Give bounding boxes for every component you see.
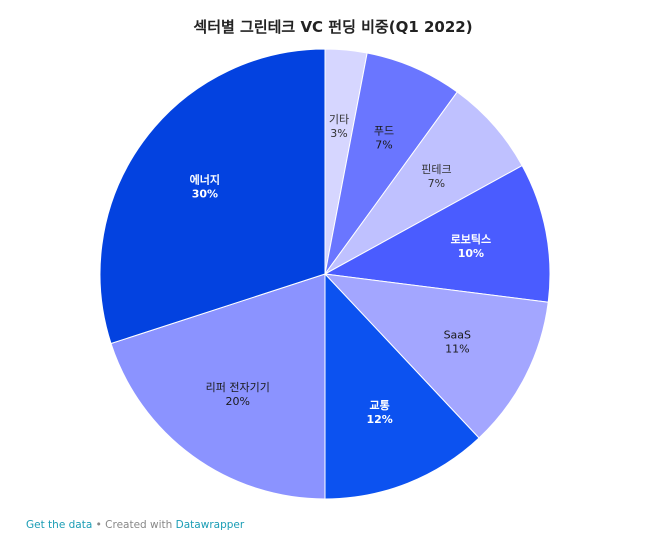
datawrapper-link[interactable]: Datawrapper xyxy=(175,519,245,531)
slice-value-0: 3% xyxy=(330,127,347,140)
pie-slice-4 xyxy=(323,273,549,439)
slice-label-6: 리퍼 전자기기 xyxy=(206,381,270,394)
slice-value-7: 30% xyxy=(192,188,218,201)
pie-slice-3 xyxy=(323,164,551,303)
pie-slice-6 xyxy=(110,273,326,500)
slice-label-7: 에너지 xyxy=(190,173,220,187)
slice-value-1: 7% xyxy=(375,139,392,152)
slice-label-4: SaaS xyxy=(444,328,471,341)
slice-value-4: 11% xyxy=(445,342,469,355)
slice-value-6: 20% xyxy=(225,395,249,408)
footer: Get the data • Created with Datawrapper xyxy=(26,519,244,531)
slice-value-5: 12% xyxy=(366,413,392,426)
pie-slice-7 xyxy=(99,48,326,345)
footer-separator: • Created with xyxy=(92,519,176,531)
pie-slice-5 xyxy=(324,272,480,500)
slice-label-5: 교통 xyxy=(370,399,390,412)
slice-label-3: 로보틱스 xyxy=(451,232,491,246)
slice-label-0: 기타 xyxy=(329,113,349,126)
slice-value-2: 7% xyxy=(428,177,445,190)
slice-label-2: 핀테크 xyxy=(421,163,451,176)
chart-title: 섹터별 그린테크 VC 펀딩 비중(Q1 2022) xyxy=(193,18,473,36)
slice-label-1: 푸드 xyxy=(374,125,394,138)
get-data-link[interactable]: Get the data xyxy=(26,519,93,531)
slice-value-3: 10% xyxy=(458,247,484,260)
